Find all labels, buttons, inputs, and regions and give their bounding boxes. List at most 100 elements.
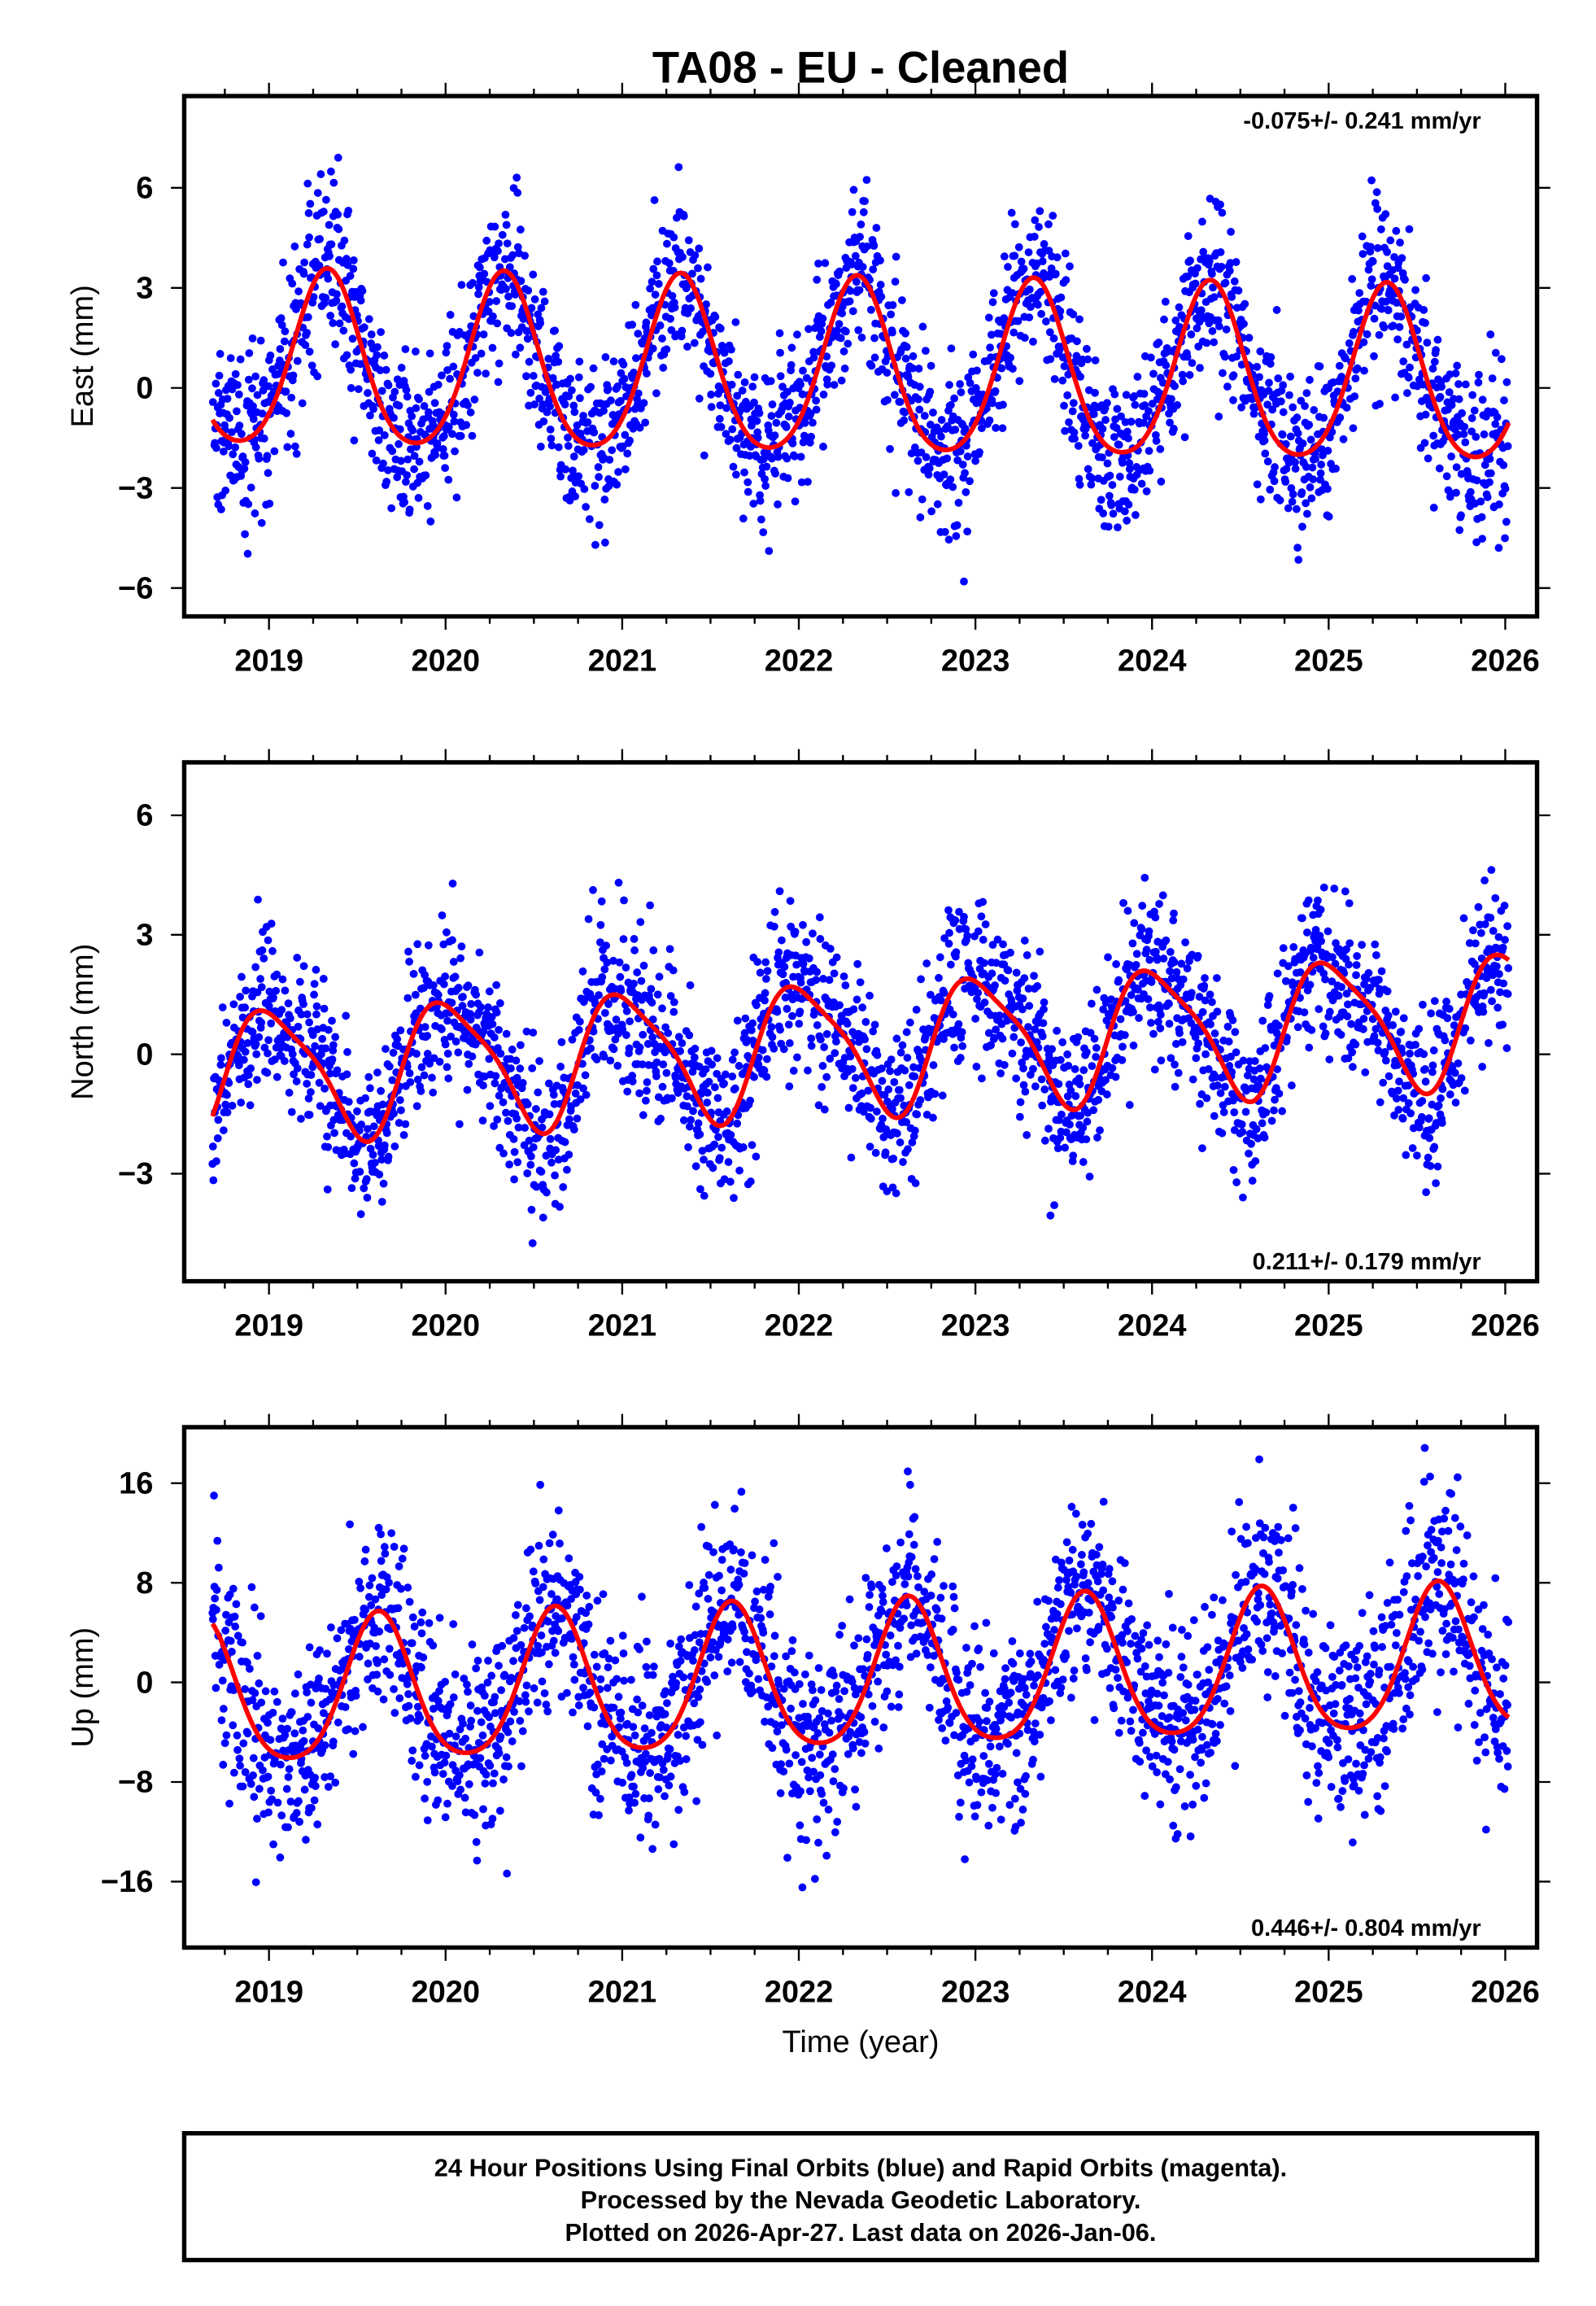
data-point [448,430,456,439]
data-point [844,339,853,348]
data-point [1237,1120,1246,1129]
data-points [208,153,1512,586]
data-point [1125,465,1134,474]
data-point [992,423,1001,432]
data-point [1104,953,1112,962]
data-point [780,963,789,972]
data-point [495,1025,503,1034]
data-point [973,366,981,375]
data-point [879,1114,887,1123]
data-point [1083,1117,1092,1126]
data-point [805,325,813,334]
data-point [1376,1098,1385,1107]
data-point [502,285,510,293]
data-point [270,1055,279,1064]
data-point [493,319,502,328]
data-point [613,1061,622,1070]
data-point [1442,472,1451,481]
data-point [839,347,848,356]
data-point [962,925,970,933]
data-point [470,395,479,404]
data-point [443,928,451,937]
data-point [377,387,386,395]
data-point [342,351,351,360]
data-point [710,1083,719,1092]
data-point [1091,356,1100,365]
data-point [1503,442,1512,451]
data-point [1123,427,1132,436]
data-point [595,473,603,482]
data-point [278,975,287,984]
data-point [1265,378,1273,387]
data-point [1364,968,1373,977]
data-point [273,1072,281,1081]
data-point [537,304,546,312]
data-point [556,1203,564,1212]
data-point [1174,1068,1183,1077]
data-point [1061,426,1069,435]
data-point [1472,476,1481,485]
data-point [1334,991,1343,1000]
data-point [743,487,752,496]
data-point [1201,974,1209,982]
data-point [310,980,319,989]
data-point [1084,465,1092,474]
data-point [592,1055,601,1063]
data-point [344,1098,353,1107]
data-point [679,212,688,221]
data-point [743,478,752,487]
data-point [362,1175,371,1183]
data-point [539,417,548,426]
data-point [938,1091,947,1100]
data-point [1053,1144,1062,1153]
data-point [611,1035,620,1044]
data-point [1092,985,1101,994]
data-point [361,1094,369,1103]
data-point [929,1113,937,1122]
data-point [591,540,600,549]
data-point [813,275,822,284]
data-point [851,251,860,260]
data-point [622,392,630,400]
data-point [711,312,720,321]
data-point [851,1073,860,1082]
data-point [845,297,854,306]
data-point [1000,1060,1009,1069]
data-point [1499,461,1508,469]
data-point [853,995,861,1004]
data-point [501,211,510,219]
data-point [752,417,761,426]
data-point [950,1043,958,1052]
data-point [438,911,447,919]
data-point [1380,323,1389,332]
data-point [832,280,840,288]
data-point [244,375,253,384]
data-point [246,1780,255,1788]
data-point [334,153,342,162]
data-point [507,1064,515,1072]
data-point [443,1063,451,1072]
data-point [293,356,302,365]
data-point [1001,976,1009,985]
data-point [696,1130,704,1139]
data-point [666,314,675,323]
data-point [1039,1019,1048,1028]
x-tick-label: 2024 [1118,644,1187,679]
data-point [1192,1054,1201,1063]
data-point [971,1015,980,1023]
data-point [753,434,762,442]
data-point [347,365,355,374]
data-point [429,1088,438,1097]
data-point [862,1045,871,1054]
data-point [354,385,363,394]
data-point [1040,998,1049,1007]
data-point [1006,948,1014,957]
data-point [922,453,931,461]
data-point [1142,946,1151,954]
data-point [1496,988,1504,997]
data-point [508,1045,517,1054]
data-point [1286,372,1294,381]
data-point [423,501,432,510]
data-point [243,1038,252,1047]
